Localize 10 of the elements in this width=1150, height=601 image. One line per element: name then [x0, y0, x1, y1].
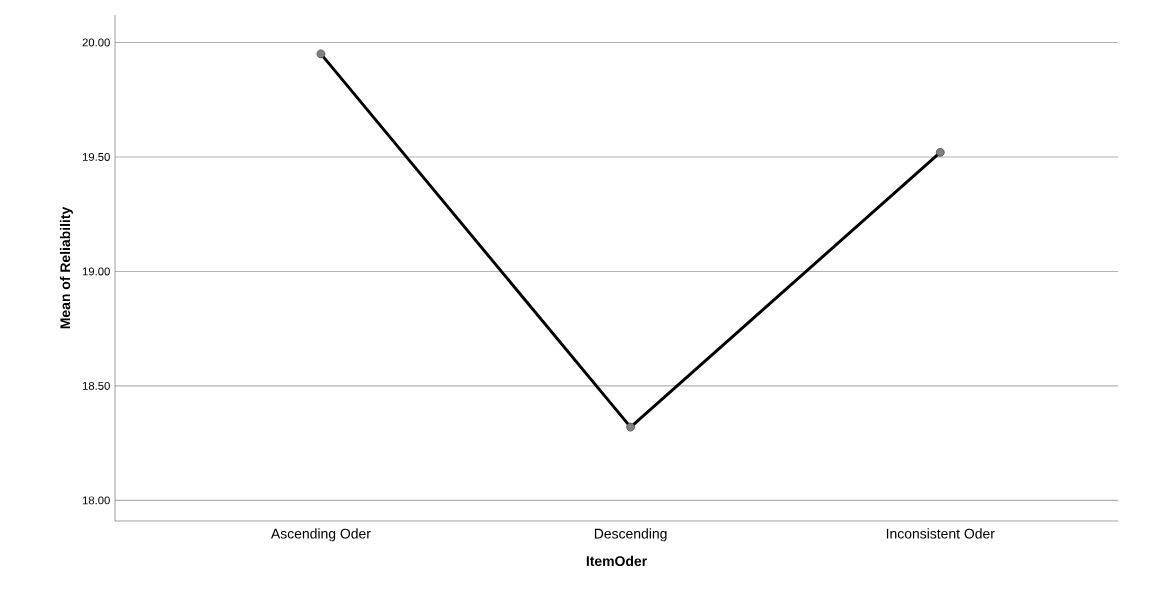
- y-tick-label: 18.00: [82, 496, 110, 505]
- x-axis-title: ItemOder: [586, 555, 647, 567]
- x-tick-label: Inconsistent Oder: [886, 528, 995, 539]
- y-tick-label: 19.00: [82, 267, 110, 276]
- y-tick-label: 19.50: [82, 152, 110, 161]
- x-tick-label: Descending: [594, 528, 667, 542]
- y-tick-label: 20.00: [82, 38, 110, 47]
- y-axis-title: Mean of Reliability: [59, 206, 73, 329]
- x-tick-label: Ascending Oder: [270, 528, 371, 542]
- y-tick-label: 18.50: [82, 381, 110, 390]
